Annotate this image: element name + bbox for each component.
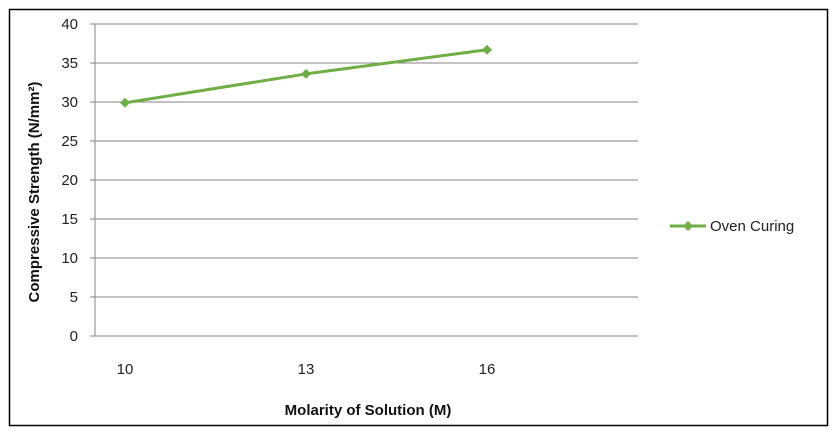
gridlines bbox=[95, 23, 638, 298]
x-tick-label-16: 16 bbox=[479, 361, 496, 378]
x-tick-label-10: 10 bbox=[117, 361, 134, 378]
y-tick-label-20: 20 bbox=[61, 172, 78, 189]
data-point-13 bbox=[301, 68, 311, 79]
y-tick-label-25: 25 bbox=[61, 133, 78, 150]
x-tick-labels: 10 13 16 bbox=[117, 361, 496, 378]
y-tick-label-15: 15 bbox=[61, 211, 78, 228]
y-tick-label-35: 35 bbox=[61, 55, 78, 72]
legend: Oven Curing bbox=[670, 218, 794, 235]
x-tick-label-13: 13 bbox=[298, 361, 315, 378]
x-axis-title: Molarity of Solution (M) bbox=[285, 402, 452, 419]
y-tick-label-30: 30 bbox=[61, 94, 78, 111]
y-tick-label-40: 40 bbox=[61, 16, 78, 33]
axes bbox=[90, 23, 638, 337]
legend-marker bbox=[683, 221, 693, 231]
y-tick-label-0: 0 bbox=[70, 328, 78, 345]
y-tick-label-10: 10 bbox=[61, 250, 78, 267]
data-point-16 bbox=[482, 44, 492, 55]
y-axis-title: Compressive Strength (N/mm²) bbox=[26, 82, 43, 303]
y-tick-label-5: 5 bbox=[70, 289, 78, 306]
legend-label: Oven Curing bbox=[710, 218, 794, 235]
y-tick-labels: 0 5 10 15 20 25 30 35 40 bbox=[61, 16, 78, 345]
chart-border bbox=[8, 8, 829, 427]
data-point-10 bbox=[120, 97, 130, 108]
series bbox=[120, 44, 492, 108]
